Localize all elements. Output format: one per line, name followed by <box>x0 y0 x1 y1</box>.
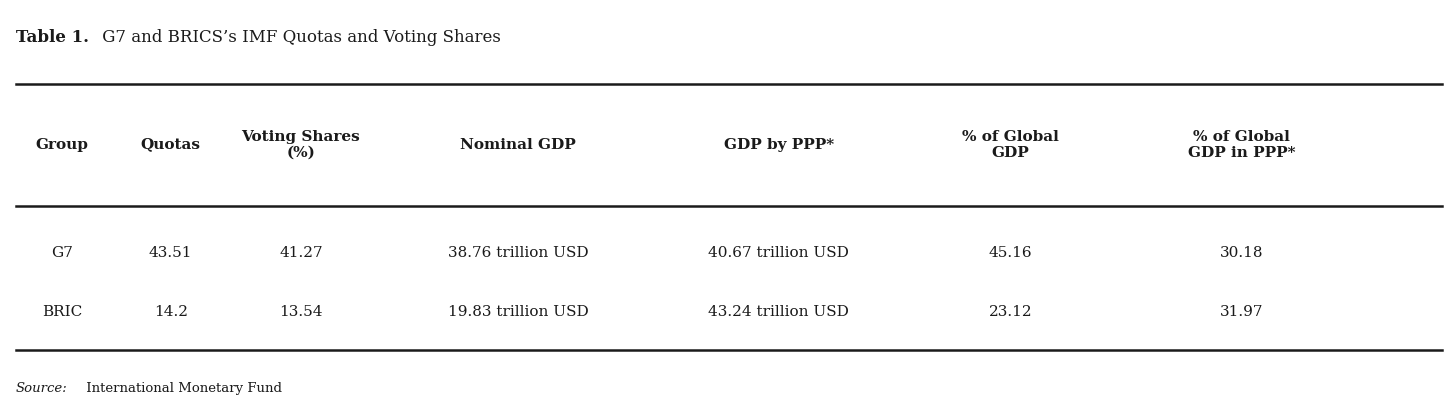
Text: BRIC: BRIC <box>42 305 82 318</box>
Text: Table 1.: Table 1. <box>16 29 89 46</box>
Text: 19.83 trillion USD: 19.83 trillion USD <box>447 305 588 318</box>
Text: % of Global
GDP: % of Global GDP <box>962 129 1059 160</box>
Text: G7 and BRICS’s IMF Quotas and Voting Shares: G7 and BRICS’s IMF Quotas and Voting Sha… <box>96 29 501 46</box>
Text: International Monetary Fund: International Monetary Fund <box>83 382 282 395</box>
Text: 43.51: 43.51 <box>149 246 192 260</box>
Text: GDP by PPP*: GDP by PPP* <box>724 138 834 152</box>
Text: 41.27: 41.27 <box>280 246 323 260</box>
Text: Voting Shares
(%): Voting Shares (%) <box>242 129 360 160</box>
Text: 45.16: 45.16 <box>989 246 1032 260</box>
Text: 31.97: 31.97 <box>1220 305 1264 318</box>
Text: 23.12: 23.12 <box>989 305 1032 318</box>
Text: Quotas: Quotas <box>141 138 201 152</box>
Text: Nominal GDP: Nominal GDP <box>460 138 577 152</box>
Text: % of Global
GDP in PPP*: % of Global GDP in PPP* <box>1188 129 1296 160</box>
Text: Source:: Source: <box>16 382 67 395</box>
Text: 14.2: 14.2 <box>154 305 188 318</box>
Text: 30.18: 30.18 <box>1220 246 1264 260</box>
Text: G7: G7 <box>51 246 73 260</box>
Text: Group: Group <box>35 138 89 152</box>
Text: 38.76 trillion USD: 38.76 trillion USD <box>448 246 588 260</box>
Text: 43.24 trillion USD: 43.24 trillion USD <box>708 305 849 318</box>
Text: 40.67 trillion USD: 40.67 trillion USD <box>708 246 849 260</box>
Text: 13.54: 13.54 <box>280 305 323 318</box>
